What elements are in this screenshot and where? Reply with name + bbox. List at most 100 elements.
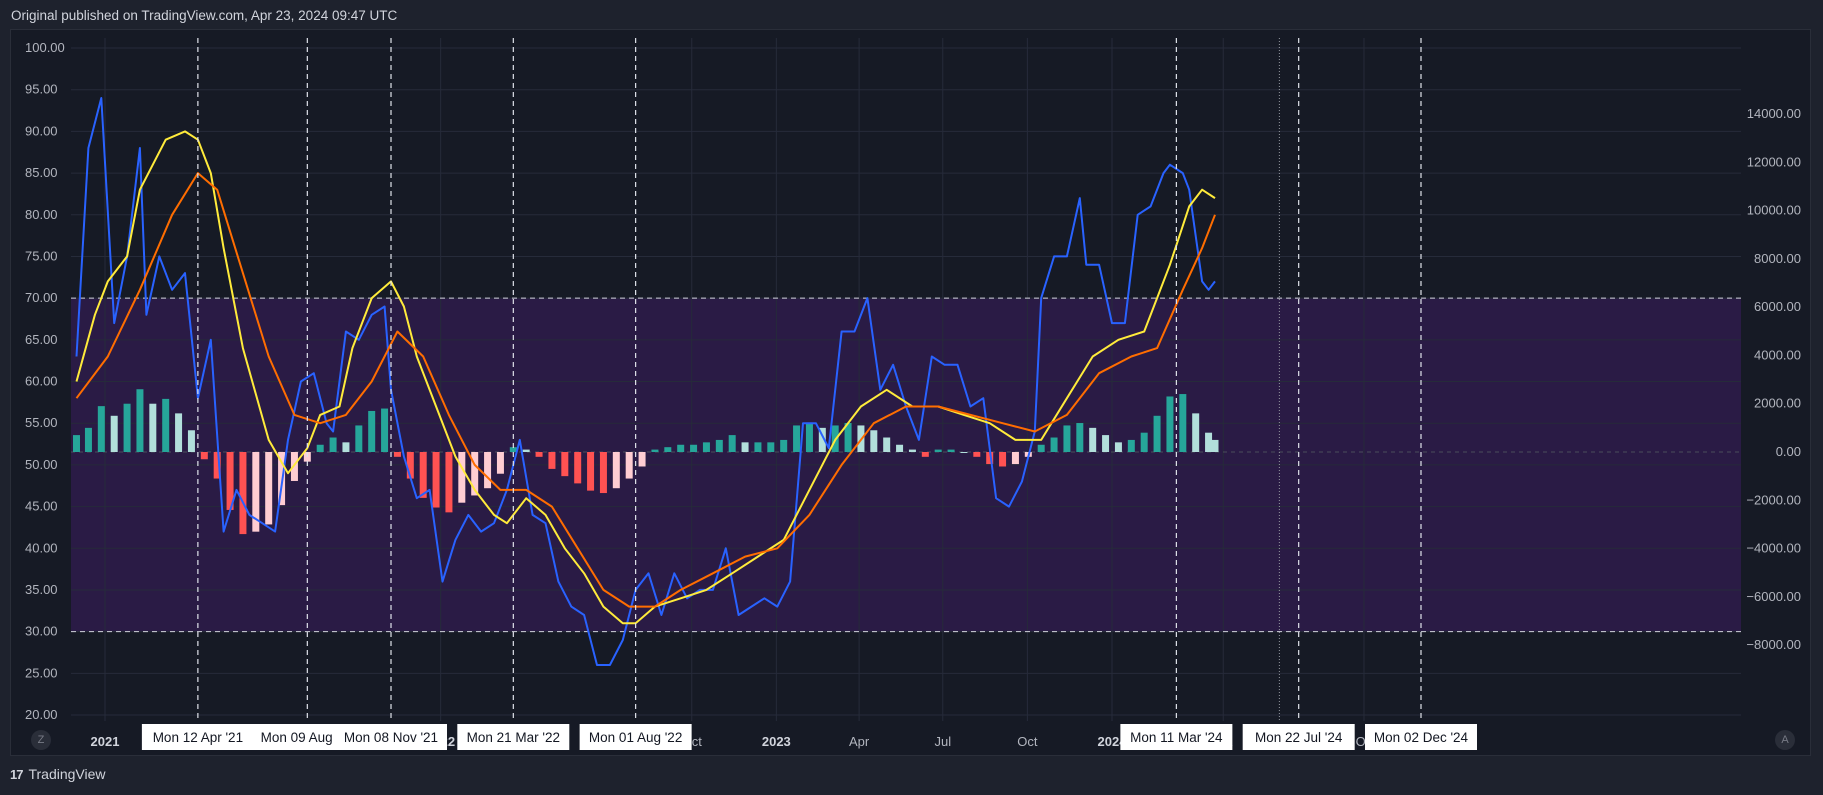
left-axis-tick-label: 80.00 (25, 207, 58, 222)
left-axis-tick-label: 90.00 (25, 123, 58, 138)
histogram-bar (1179, 394, 1187, 452)
histogram-bar (999, 452, 1007, 467)
left-axis-tick-label: 75.00 (25, 248, 58, 263)
histogram-bar (677, 444, 685, 452)
histogram-bar (690, 444, 698, 452)
histogram-bar (535, 452, 543, 457)
zoom-reset-button[interactable]: Z (31, 730, 51, 750)
histogram-bar (625, 452, 633, 479)
histogram-bar (947, 449, 955, 452)
histogram-bar (1153, 415, 1161, 452)
histogram-bar (419, 452, 427, 498)
histogram-bar (496, 452, 504, 474)
histogram-bar (123, 403, 131, 452)
histogram-bar (1192, 413, 1200, 452)
marker-label-text: Mon 12 Apr '21 (153, 730, 243, 745)
histogram-bar (1114, 442, 1122, 452)
histogram-bar (638, 452, 646, 467)
marker-label-text: Mon 02 Dec '24 (1374, 730, 1469, 745)
right-axis-tick-label: 4000.00 (1754, 347, 1801, 362)
left-axis-tick-label: 45.00 (25, 499, 58, 514)
marker-date-label: Mon 12 Apr '21 (141, 724, 254, 750)
histogram-bar (252, 452, 260, 532)
left-axis-tick-label: 70.00 (25, 290, 58, 305)
histogram-bar (84, 427, 92, 452)
left-axis-tick-label: 40.00 (25, 540, 58, 555)
histogram-bar (484, 452, 492, 489)
histogram-bar (754, 442, 762, 452)
histogram-bar (1063, 425, 1071, 452)
histogram-bar (921, 452, 929, 457)
chart-canvas[interactable]: 100.00 95.00 90.00 85.00 80.00 75.00 70.00 65.0… (11, 30, 1812, 757)
marker-date-label: Mon 11 Mar '24 (1120, 724, 1233, 750)
histogram-bar (1211, 439, 1219, 452)
histogram-bar (110, 415, 118, 452)
histogram-bar (458, 452, 466, 503)
marker-label-text: Mon 08 Nov '21 (344, 730, 438, 745)
histogram-bar (97, 406, 105, 452)
marker-label-text: Mon 11 Mar '24 (1130, 730, 1223, 745)
histogram-bar (574, 452, 582, 484)
histogram-bar (1140, 432, 1148, 452)
histogram-bar (1037, 444, 1045, 452)
histogram-bar (471, 452, 479, 496)
x-axis-tick-label: Jul (934, 734, 951, 749)
histogram-bar (187, 430, 195, 452)
histogram-bar (329, 437, 337, 452)
tradingview-logo-icon: 17 (10, 766, 24, 782)
x-axis-tick-label: 2024 (1098, 734, 1128, 749)
x-axis-tick-label: 2021 (91, 734, 120, 749)
histogram-bar (715, 439, 723, 452)
histogram-bar (265, 452, 273, 525)
histogram-bar (612, 452, 620, 489)
left-axis-tick-label: 65.00 (25, 332, 58, 347)
histogram-bar (213, 452, 221, 479)
published-note: Original published on TradingView.com, A… (11, 8, 398, 23)
marker-label-text: Mon 01 Aug '22 (589, 730, 682, 745)
left-axis-tick-label: 85.00 (25, 165, 58, 180)
histogram-bar (561, 452, 569, 477)
histogram-bar (599, 452, 607, 494)
histogram-bar (445, 452, 453, 513)
left-axis-tick-label: 50.00 (25, 457, 58, 472)
right-axis-tick-label: 12000.00 (1747, 154, 1801, 169)
histogram-bar (818, 427, 826, 452)
histogram-bar (548, 452, 556, 469)
right-axis-tick-label: 10000.00 (1747, 203, 1801, 218)
histogram-bar (72, 435, 80, 452)
marker-date-label: Mon 22 Jul '24 (1242, 724, 1355, 750)
right-axis-tick-label: −8000.00 (1746, 637, 1801, 652)
histogram-bar (780, 439, 788, 452)
x-axis-tick-label: 2023 (762, 734, 791, 749)
left-axis-tick-label: 20.00 (25, 707, 58, 722)
histogram-bar (509, 447, 517, 452)
histogram-bar (1205, 432, 1213, 452)
histogram-bar (651, 449, 659, 452)
footer: 17 TradingView (10, 766, 106, 782)
yellow-series-line (75, 130, 1216, 625)
histogram-bar (883, 437, 891, 452)
left-axis-tick-label: 25.00 (25, 665, 58, 680)
chart-panel[interactable]: 100.00 95.00 90.00 85.00 80.00 75.00 70.00 65.0… (10, 29, 1811, 756)
right-axis-tick-label: 2000.00 (1754, 396, 1801, 411)
histogram-bar (342, 442, 350, 452)
histogram-bar (316, 444, 324, 452)
histogram-bar (793, 425, 801, 452)
right-axis-tick-label: −6000.00 (1746, 589, 1801, 604)
histogram-bar (986, 452, 994, 465)
histogram-bar (664, 447, 672, 452)
histogram-bar (136, 389, 144, 452)
marker-label-box (1120, 724, 1233, 750)
histogram-bar (162, 398, 170, 452)
left-axis-tick-label: 100.00 (25, 40, 65, 55)
histogram-bar (1050, 437, 1058, 452)
histogram-bar (200, 452, 208, 460)
histogram-bar (908, 449, 916, 452)
histogram-bar (934, 449, 942, 452)
histogram-bar (896, 444, 904, 452)
orange-series-line (75, 172, 1216, 608)
right-axis-tick-label: 0.00 (1776, 444, 1801, 459)
right-axis-tick-label: 6000.00 (1754, 299, 1801, 314)
histogram-bar (767, 442, 775, 452)
auto-scale-button[interactable]: A (1775, 730, 1795, 750)
